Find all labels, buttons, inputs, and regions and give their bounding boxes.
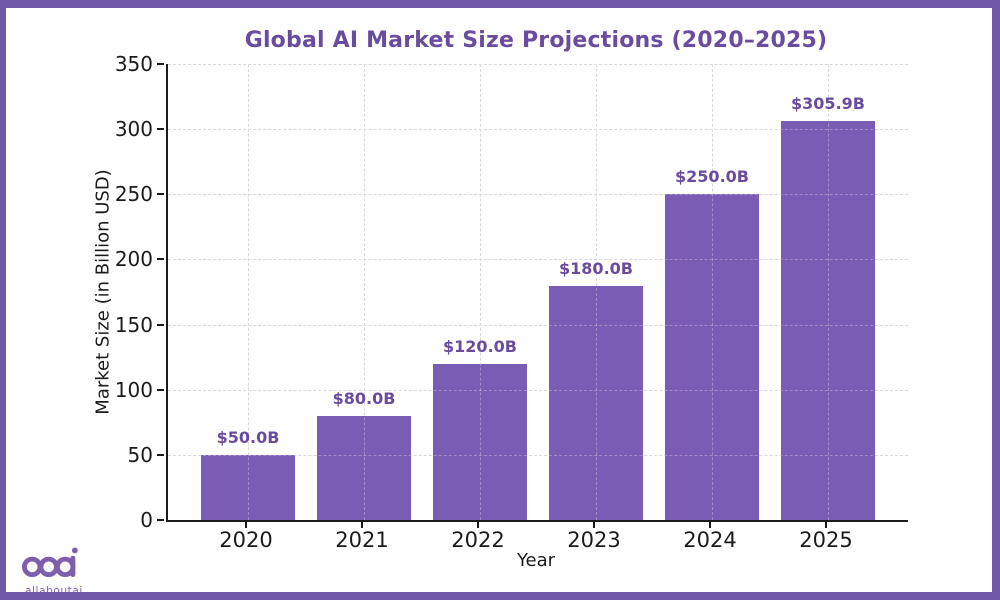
y-tick-label-150: 150 (114, 312, 153, 337)
v-gridline-2021 (364, 64, 365, 520)
y-tick-mark-50 (157, 453, 164, 456)
h-gridline-overlay-100 (168, 389, 908, 391)
x-tick-mark-2025 (825, 522, 827, 528)
v-gridline-overlay-2023 (596, 64, 597, 520)
plot-area: $50.0B $80.0B $120.0B $180.0B $250.0B $305.9B (166, 64, 908, 522)
y-tick-label-50: 50 (127, 442, 153, 467)
h-gridline-100 (168, 389, 908, 391)
y-tick-label-100: 100 (114, 377, 153, 402)
h-gridline-250 (168, 194, 908, 196)
h-gridline-50 (168, 454, 908, 456)
logo-circle-a1 (22, 556, 43, 578)
x-axis-label: Year (516, 550, 556, 571)
bar-2023 (549, 285, 643, 520)
h-gridline-overlay-300 (168, 129, 908, 131)
h-gridline-overlay-150 (168, 324, 908, 326)
v-gridline-overlay-2020 (248, 64, 249, 520)
y-tick-mark-350 (157, 63, 164, 65)
h-gridline-overlay-200 (168, 259, 908, 261)
x-tick-label-2023: 2023 (567, 528, 621, 552)
allaboutai-logo: allaboutai (22, 546, 102, 597)
bar-2025 (781, 121, 875, 520)
bar-value-label-2021: $80.0B (332, 388, 396, 408)
y-tick-mark-0 (157, 519, 164, 521)
bar-value-label-2020: $50.0B (216, 427, 280, 447)
bar-value-label-2022: $120.0B (443, 336, 517, 356)
y-tick-label-250: 250 (114, 182, 153, 207)
y-tick-mark-200 (157, 258, 164, 261)
bar-value-label-2025: $305.9B (791, 94, 865, 114)
v-gridline-overlay-2025 (828, 64, 829, 520)
y-tick-label-350: 350 (114, 52, 153, 76)
v-gridline-overlay-2022 (480, 64, 481, 520)
x-tick-mark-2023 (593, 522, 595, 528)
h-gridline-300 (168, 129, 908, 131)
x-tick-label-2025: 2025 (799, 528, 853, 552)
y-tick-mark-150 (157, 323, 164, 326)
allaboutai-logo-mark (22, 547, 78, 578)
x-tick-label-2020: 2020 (219, 528, 273, 552)
bar-2024 (665, 194, 759, 520)
x-tick-label-2021: 2021 (335, 528, 389, 552)
chart-title: Global AI Market Size Projections (2020–… (244, 28, 828, 53)
y-tick-mark-300 (157, 128, 164, 131)
x-tick-label-2024: 2024 (683, 528, 737, 552)
v-gridline-overlay-2024 (712, 64, 713, 520)
h-gridline-350 (168, 64, 908, 65)
x-tick-mark-2024 (709, 522, 711, 528)
logo-i-dot (71, 547, 78, 554)
x-tick-mark-2022 (477, 522, 479, 528)
x-tick-mark-2021 (361, 522, 363, 528)
h-gridline-200 (168, 259, 908, 261)
bar-2020 (201, 454, 295, 520)
logo-circle-a2 (38, 556, 59, 578)
h-gridline-overlay-350 (168, 64, 908, 65)
x-tick-mark-2020 (245, 522, 247, 528)
y-tick-label-0: 0 (140, 508, 153, 532)
v-gridline-overlay-2021 (364, 64, 365, 520)
x-tick-label-2022: 2022 (451, 528, 505, 552)
y-tick-mark-100 (157, 388, 164, 391)
bar-2021 (317, 415, 411, 520)
y-tick-label-200: 200 (114, 247, 153, 272)
h-gridline-150 (168, 324, 908, 326)
y-tick-mark-250 (157, 193, 164, 196)
v-gridline-2020 (248, 64, 249, 520)
bar-2022 (433, 363, 527, 520)
bar-value-label-2023: $180.0B (559, 258, 633, 278)
v-gridline-2022 (480, 64, 481, 520)
h-gridline-overlay-250 (168, 194, 908, 196)
logo-text: allaboutai (25, 585, 83, 597)
bar-value-label-2024: $250.0B (675, 167, 749, 187)
y-tick-label-300: 300 (114, 117, 153, 142)
h-gridline-overlay-50 (168, 454, 908, 456)
